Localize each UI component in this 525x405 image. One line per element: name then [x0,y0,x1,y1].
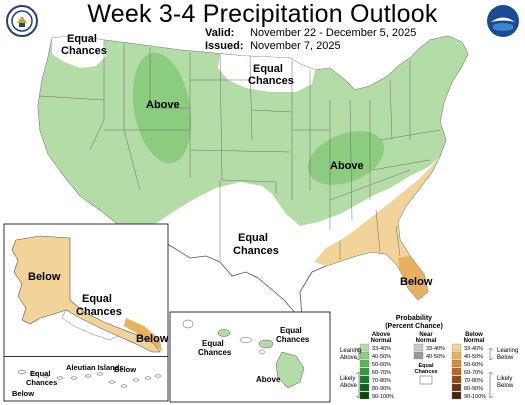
legend-above-swatch-2 [359,351,370,360]
label-north-equal-1: Equal [253,63,283,75]
legend-ec-swatch [419,375,433,385]
legend-below-bin-7: 90-100% [464,394,486,400]
hawaii-islands [182,319,305,389]
legend: Probability (Percent Chance) Above Norma… [340,315,518,400]
valid-label: Valid: [205,27,235,39]
legend-above-swatch-4 [359,367,370,376]
legend-title-2: (Percent Chance) [385,323,443,330]
legend-below-bin-4: 60-70% [464,370,483,376]
label-hi-equal-left-2: Chances [198,348,232,357]
aleutian-islands [17,370,162,388]
legend-below-header-2: Normal [464,338,485,344]
map-title: Week 3-4 Precipitation Outlook [87,0,438,28]
legend-title-1: Probability [396,315,432,322]
below-40-50-florida [398,256,428,300]
legend-above-bin-2: 40-50% [372,354,391,360]
legend-above-bin-1: 33-40% [372,346,391,352]
legend-below-bin-6: 80-90% [464,386,483,392]
label-ale-equal-2: Chances [26,378,57,387]
label-aleutian: Aleutian Islands [66,363,124,372]
issued-label: Issued: [205,40,244,52]
legend-below-swatch-4 [451,367,462,376]
legend-likely-above-2: Above [340,383,358,389]
legend-above-swatch-7 [359,391,370,400]
label-ale-below-right: Below [114,365,136,374]
label-below-florida: Below [400,276,433,288]
doc-seal-icon [6,5,38,37]
legend-above-header-1: Above [372,332,391,338]
legend-near-swatch-1 [413,343,424,352]
legend-below-swatch-2 [451,351,462,360]
alaska-ec-coast [61,309,119,341]
legend-below-swatch-1 [451,343,462,352]
legend-below-swatch-6 [451,383,462,392]
legend-near-bin-1: 33-40% [426,346,445,352]
label-above-west: Above [146,99,180,111]
legend-likely-below-2: Below [497,383,514,389]
legend-below-swatch-3 [451,359,462,368]
ec-north-central [218,54,315,92]
label-south-equal-1: Equal [238,232,268,244]
label-ak-equal-1: Equal [82,293,112,305]
legend-likely-below-1: Likely [497,376,512,382]
date-block: Valid: November 22 - December 5, 2025 Is… [205,27,416,53]
legend-above-swatch-5 [359,375,370,384]
label-north-equal-2: Chances [248,75,294,87]
label-hi-equal-right-2: Chances [276,335,310,344]
legend-near-header-1: Near [419,332,433,338]
label-above-east: Above [330,160,364,172]
label-hi-above: Above [256,375,281,384]
label-nw-equal-2: Chances [61,45,107,57]
valid-value: November 22 - December 5, 2025 [250,27,417,39]
label-ale-equal-1: Equal [30,369,50,378]
legend-below-bin-2: 40-50% [464,354,483,360]
legend-above-bin-7: 90-100% [372,394,394,400]
state-boundaries [39,40,441,260]
legend-ec-1: Equal [419,363,434,369]
legend-above-swatch-1 [359,343,370,352]
legend-above-bin-3: 50-60% [372,362,391,368]
label-ak-below-se: Below [136,333,169,345]
legend-leaning-below-2: Below [497,355,514,361]
label-ak-equal-2: Chances [76,306,122,318]
legend-near-header-2: Normal [416,338,437,344]
label-nw-equal-1: Equal [67,33,97,45]
legend-ec-2: Chances [415,369,438,375]
noaa-logo-icon [487,5,519,37]
ec-northwest [52,36,106,68]
label-south-equal-2: Chances [233,245,279,257]
legend-above-swatch-3 [359,359,370,368]
legend-above-bin-5: 70-80% [372,378,391,384]
label-ale-below-left: Below [12,389,34,398]
legend-below-swatch-5 [451,375,462,384]
label-ak-below: Below [28,271,61,283]
hawaii-inset-frame [169,311,331,403]
issued-value: November 7, 2025 [250,40,341,52]
above-40-50-east [307,131,385,185]
legend-below-swatch-7 [451,391,462,400]
label-hi-equal-left-1: Equal [202,339,224,348]
legend-below-bin-5: 70-80% [464,378,483,384]
legend-near-bin-2: 40-50% [426,354,445,360]
label-hi-equal-right-1: Equal [280,326,302,335]
legend-leaning-below-1: Leaning [497,348,518,354]
legend-above-bin-4: 60-70% [372,370,391,376]
legend-above-swatch-6 [359,383,370,392]
legend-below-header-1: Below [465,332,483,338]
legend-likely-above-1: Likely [340,376,355,382]
legend-near-swatch-2 [413,351,424,360]
aleutian-divider [4,356,168,357]
legend-above-bin-6: 80-90% [372,386,391,392]
legend-leaning-above-1: Leaning [340,348,361,354]
alaska-se-below [124,318,162,352]
legend-above-header-2: Normal [371,338,392,344]
legend-leaning-above-2: Above [340,355,358,361]
legend-below-bin-3: 50-60% [464,362,483,368]
legend-below-bin-1: 33-40% [464,346,483,352]
